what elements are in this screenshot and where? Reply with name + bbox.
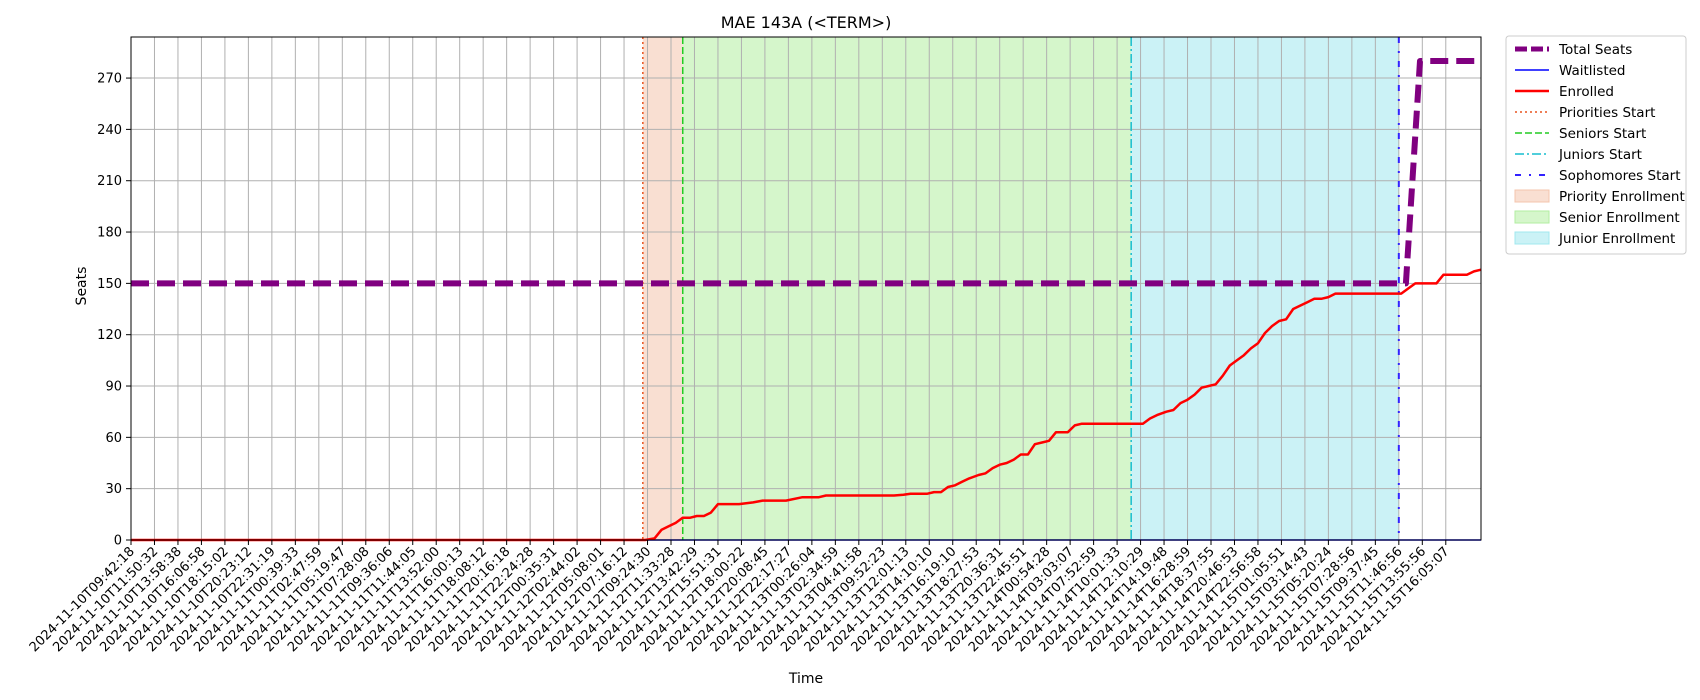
phase-start-markers: [642, 37, 1400, 540]
x-axis-ticks: 2024-11-10T09:42:182024-11-10T11:50:3220…: [27, 540, 1453, 655]
y-tick-label: 180: [97, 226, 122, 241]
legend-label-senior-enrollment: Senior Enrollment: [1559, 210, 1680, 226]
y-tick-label: 120: [97, 328, 122, 343]
legend-label-total-seats: Total Seats: [1558, 42, 1632, 58]
chart-title: MAE 143A (<TERM>): [721, 13, 892, 32]
y-tick-label: 0: [114, 534, 122, 549]
y-tick-label: 210: [97, 174, 122, 189]
region-junior-enrollment: [1131, 37, 1399, 540]
y-axis-ticks: 0 30 60 90 120 150 180 210 240 270: [97, 72, 131, 549]
y-tick-label: 240: [97, 123, 122, 138]
legend-label-priorities-start: Priorities Start: [1559, 105, 1655, 121]
legend-label-seniors-start: Seniors Start: [1559, 126, 1646, 142]
series-total-seats: [131, 58, 1481, 287]
legend-swatch-junior-enrollment: [1514, 231, 1550, 245]
y-tick-label: 150: [97, 277, 122, 292]
x-axis-title: Time: [788, 671, 823, 687]
series-enrolled: [131, 268, 1482, 542]
region-priority-enrollment: [642, 37, 683, 540]
legend-label-junior-enrollment: Junior Enrollment: [1558, 231, 1675, 247]
legend-box: [1505, 35, 1687, 255]
legend-swatch-senior-enrollment: [1514, 210, 1550, 224]
legend-swatch-priority-enrollment: [1514, 189, 1550, 203]
enrollment-regions: [642, 37, 1399, 540]
y-tick-label: 60: [105, 431, 122, 446]
y-tick-label: 90: [105, 380, 122, 395]
plot-frame: [130, 36, 1482, 541]
legend-label-juniors-start: Juniors Start: [1558, 147, 1642, 163]
legend-label-enrolled: Enrolled: [1559, 84, 1614, 100]
legend-label-priority-enrollment: Priority Enrollment: [1559, 189, 1685, 205]
y-tick-label: 30: [105, 482, 122, 497]
y-axis-title: Seats: [74, 267, 90, 306]
legend-label-sophomores-start: Sophomores Start: [1559, 168, 1681, 184]
legend: Total Seats Waitlisted Enrolled Priorities …: [1505, 35, 1687, 255]
y-tick-label: 270: [97, 72, 122, 87]
legend-label-waitlisted: Waitlisted: [1559, 63, 1626, 79]
region-senior-enrollment: [682, 37, 1132, 540]
